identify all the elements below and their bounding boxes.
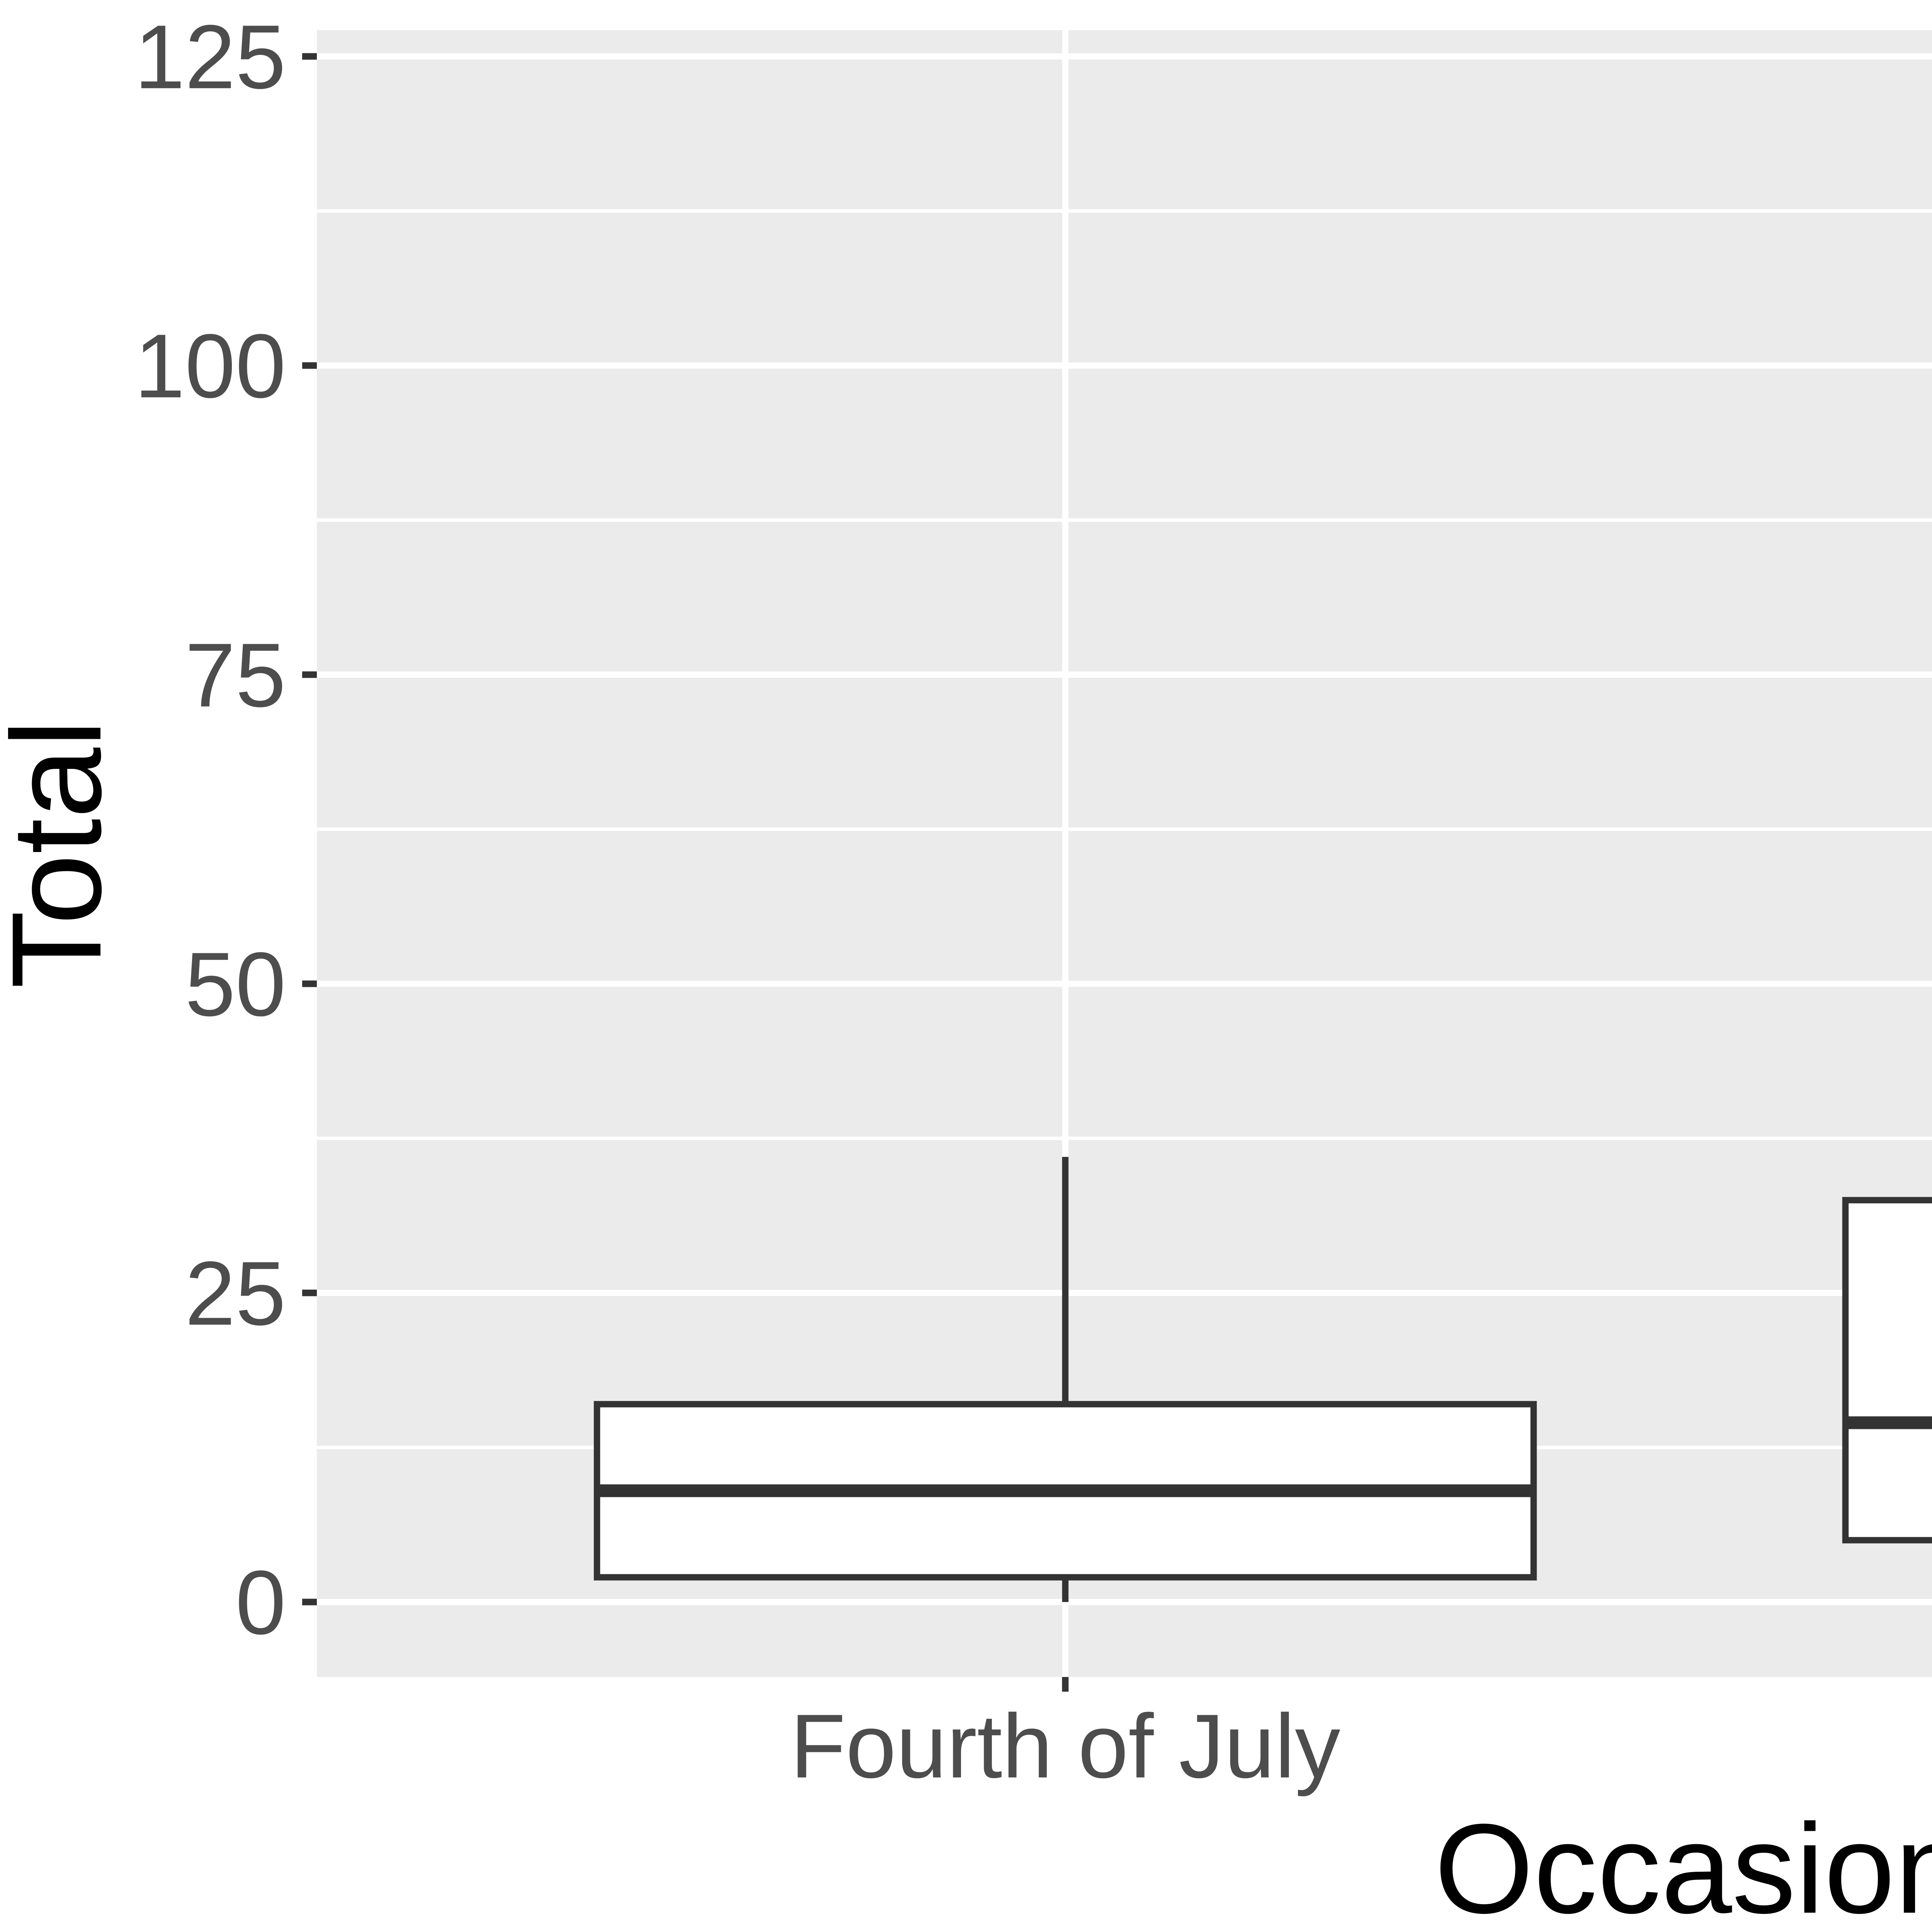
y-axis-tick-label: 125 bbox=[134, 6, 286, 107]
y-axis-tick-label: 75 bbox=[185, 624, 286, 726]
y-axis-tick-label: 50 bbox=[185, 933, 286, 1035]
y-axis-tick-label: 0 bbox=[235, 1551, 286, 1653]
x-axis-title: Occasion bbox=[1434, 1797, 1932, 1932]
box-iqr bbox=[1842, 1197, 1932, 1544]
boxplot-group bbox=[594, 1156, 1537, 1602]
y-axis-title: Total bbox=[0, 719, 128, 988]
y-axis-tick-label: 100 bbox=[134, 315, 286, 417]
x-axis-tick-label: Fourth of July bbox=[790, 1695, 1340, 1797]
y-axis-tick-label: 25 bbox=[185, 1242, 286, 1344]
boxplot-group bbox=[1842, 1197, 1932, 1544]
boxplots bbox=[594, 1156, 1932, 1602]
